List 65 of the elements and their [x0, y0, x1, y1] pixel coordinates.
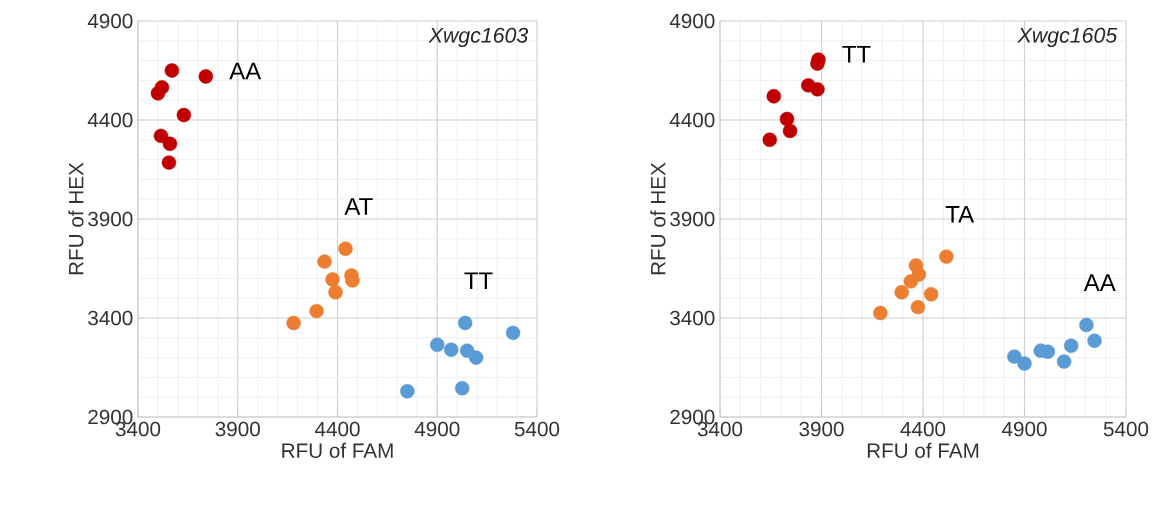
series-label: TT: [842, 46, 871, 63]
point: [153, 128, 169, 144]
point: [468, 350, 484, 365]
point: [454, 381, 470, 396]
series-label: TT: [464, 272, 493, 289]
point: [457, 315, 473, 331]
point: [176, 107, 192, 123]
point: [903, 274, 919, 289]
point: [1079, 317, 1094, 333]
y-axis-title: RFU of HEX: [68, 162, 84, 275]
point: [894, 285, 909, 300]
point: [923, 287, 939, 302]
point: [164, 63, 180, 78]
y-axis-title: RFU of HEX: [650, 162, 666, 275]
point: [762, 132, 777, 147]
point: [779, 111, 795, 127]
point: [1017, 356, 1032, 371]
point: [910, 299, 926, 315]
point: [325, 272, 340, 287]
point: [873, 305, 888, 321]
chart-title: Xwgc1603: [428, 27, 529, 48]
point: [430, 337, 445, 352]
y-tick-label: 4400: [87, 112, 133, 128]
point: [782, 123, 798, 139]
point: [161, 155, 177, 170]
series-label: AA: [229, 62, 262, 80]
x-tick-label: 3900: [799, 421, 844, 437]
point: [162, 136, 178, 151]
y-tick-label: 4900: [87, 13, 133, 29]
point: [309, 303, 324, 319]
point: [810, 82, 825, 97]
x-tick-label: 4400: [900, 421, 946, 437]
y-tick-label: 4400: [669, 112, 715, 128]
y-tick-label: 3900: [670, 211, 715, 227]
x-axis-title: RFU of FAM: [282, 442, 393, 458]
y-tick-label: 3900: [88, 211, 133, 227]
series-label: TA: [945, 206, 975, 223]
point: [1063, 338, 1079, 353]
x-tick-label: 4400: [315, 421, 360, 437]
point: [444, 342, 459, 357]
y-tick-label: 4900: [669, 13, 715, 29]
point: [286, 315, 301, 331]
x-tick-label: 4900: [1002, 421, 1047, 437]
series-label: AA: [1083, 274, 1116, 291]
point: [338, 241, 353, 256]
point: [198, 69, 214, 84]
x-tick-label: 5400: [514, 421, 560, 437]
point: [505, 325, 521, 341]
point: [317, 254, 332, 269]
point: [328, 285, 343, 300]
point: [1087, 333, 1102, 348]
x-axis-title: RFU of FAM: [867, 442, 979, 458]
series-label: AT: [344, 198, 373, 215]
point: [150, 86, 166, 101]
chart-title: Xwgc1605: [1017, 27, 1118, 48]
point: [400, 384, 415, 399]
point: [1056, 354, 1072, 369]
point: [939, 249, 954, 264]
x-tick-label: 4900: [414, 421, 460, 437]
x-tick-label: 5400: [1103, 421, 1149, 437]
y-tick-label: 3400: [670, 310, 715, 326]
point: [1007, 349, 1022, 364]
x-tick-label: 3900: [215, 421, 260, 437]
point: [766, 89, 781, 104]
y-tick-label: 3400: [88, 310, 133, 326]
